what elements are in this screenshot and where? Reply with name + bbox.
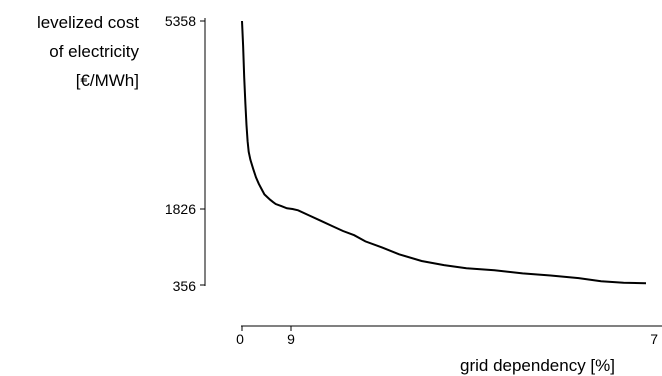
- series-line: [241, 20, 647, 285]
- y-tick-label-top: 5358: [165, 13, 196, 29]
- y-axis-label-line-2: of electricity: [49, 42, 139, 61]
- x-tick-label-end: 7: [650, 331, 658, 347]
- y-axis-label-line-1: levelized cost: [37, 13, 139, 32]
- x-tick-label-0: 0: [236, 331, 244, 347]
- y-axis-label-line-3: [€/MWh]: [76, 71, 139, 90]
- x-tick-label-9: 9: [287, 331, 295, 347]
- y-tick-label-mid: 1826: [165, 201, 196, 217]
- x-axis-label: grid dependency [%]: [460, 356, 615, 375]
- y-tick-label-bottom: 356: [173, 278, 197, 294]
